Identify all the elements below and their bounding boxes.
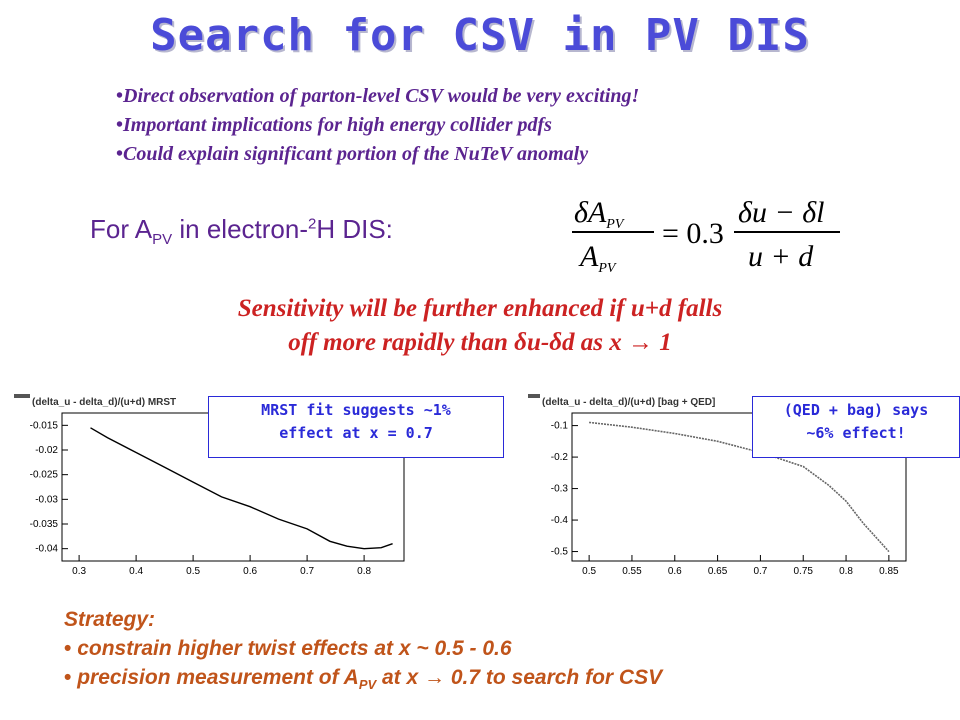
- bullet-item: Could explain significant portion of the…: [116, 140, 639, 169]
- x-tick-label: 0.6: [243, 566, 257, 577]
- sensitivity-note: Sensitivity will be further enhanced if …: [0, 292, 960, 360]
- strategy-item-2-sub: PV: [358, 677, 377, 693]
- x-tick-label: 0.75: [793, 566, 813, 577]
- series-line: [589, 421, 890, 553]
- x-tick-label: 0.7: [300, 566, 314, 577]
- y-tick-label: -0.025: [30, 470, 59, 481]
- for-apv-suffix: H DIS:: [316, 214, 393, 244]
- asymmetry-equation: δAPV APV = 0.3 δu − δl u + d: [572, 196, 840, 272]
- x-tick-label: 0.5: [186, 566, 200, 577]
- strategy-item-1-text: constrain higher twist effects at x ~ 0.…: [77, 637, 512, 660]
- bullet-item: Important implications for high energy c…: [116, 111, 639, 140]
- y-tick-label: -0.5: [551, 547, 569, 558]
- x-tick-label: 0.8: [357, 566, 371, 577]
- y-tick-label: -0.3: [551, 484, 569, 495]
- x-tick-label: 0.65: [708, 566, 728, 577]
- sensitivity-line-2: off more rapidly than δu-δd as x → 1: [288, 329, 672, 356]
- x-tick-label: 0.55: [622, 566, 642, 577]
- strategy-item-1: constrain higher twist effects at x ~ 0.…: [64, 634, 662, 663]
- for-apv-mid: in electron-: [172, 214, 308, 244]
- bag-qed-callout-line-1: (QED + bag) says: [783, 401, 929, 419]
- strategy-block: Strategy: constrain higher twist effects…: [64, 605, 662, 699]
- y-tick-label: -0.1: [551, 421, 569, 432]
- bullet-list: Direct observation of parton-level CSV w…: [116, 82, 639, 169]
- plot-title: (delta_u - delta_d)/(u+d) [bag + QED]: [542, 397, 715, 408]
- mrst-callout-line-1: MRST fit suggests ~1%: [261, 401, 451, 419]
- sensitivity-line-1: Sensitivity will be further enhanced if …: [237, 295, 723, 322]
- strategy-heading: Strategy:: [64, 608, 156, 631]
- x-tick-label: 0.85: [879, 566, 899, 577]
- y-tick-label: -0.04: [35, 544, 58, 555]
- slide-title: Search for CSV in PV DIS: [150, 10, 810, 61]
- for-apv-sup: 2: [308, 215, 317, 233]
- y-tick-label: -0.015: [30, 420, 59, 431]
- y-tick-label: -0.03: [35, 494, 58, 505]
- x-tick-label: 0.6: [668, 566, 682, 577]
- y-tick-label: -0.035: [30, 519, 59, 530]
- bag-qed-callout: (QED + bag) says ~6% effect!: [752, 396, 960, 458]
- mrst-callout-line-2: effect at x = 0.7: [279, 424, 433, 442]
- svg-text:δAPV: δAPV: [574, 196, 625, 232]
- strategy-item-2: precision measurement of APV at x → 0.7 …: [64, 663, 662, 699]
- svg-text:u + d: u + d: [748, 240, 814, 272]
- bag-qed-callout-line-2: ~6% effect!: [806, 424, 906, 442]
- y-tick-label: -0.2: [551, 452, 569, 463]
- for-apv-label: For APV in electron-2H DIS:: [90, 214, 393, 248]
- x-tick-label: 0.5: [582, 566, 596, 577]
- for-apv-sub: PV: [152, 231, 173, 249]
- x-tick-label: 0.4: [129, 566, 143, 577]
- bullet-item: Direct observation of parton-level CSV w…: [116, 82, 639, 111]
- plot-title: (delta_u - delta_d)/(u+d) MRST: [32, 397, 176, 408]
- svg-text:δu − δl: δu − δl: [738, 196, 824, 229]
- strategy-item-2-suffix: at x → 0.7 to search for CSV: [376, 666, 663, 689]
- y-tick-label: -0.4: [551, 515, 569, 526]
- for-apv-prefix: For A: [90, 214, 153, 244]
- mrst-callout: MRST fit suggests ~1% effect at x = 0.7: [208, 396, 504, 458]
- svg-text:APV: APV: [578, 240, 617, 272]
- y-tick-label: -0.02: [35, 445, 58, 456]
- x-tick-label: 0.7: [753, 566, 767, 577]
- plot-frame: [571, 412, 907, 562]
- strategy-item-2-prefix: precision measurement of A: [77, 666, 359, 689]
- equation-coefficient: = 0.3: [662, 217, 724, 250]
- x-tick-label: 0.8: [839, 566, 853, 577]
- x-tick-label: 0.3: [72, 566, 86, 577]
- series-line: [90, 427, 393, 550]
